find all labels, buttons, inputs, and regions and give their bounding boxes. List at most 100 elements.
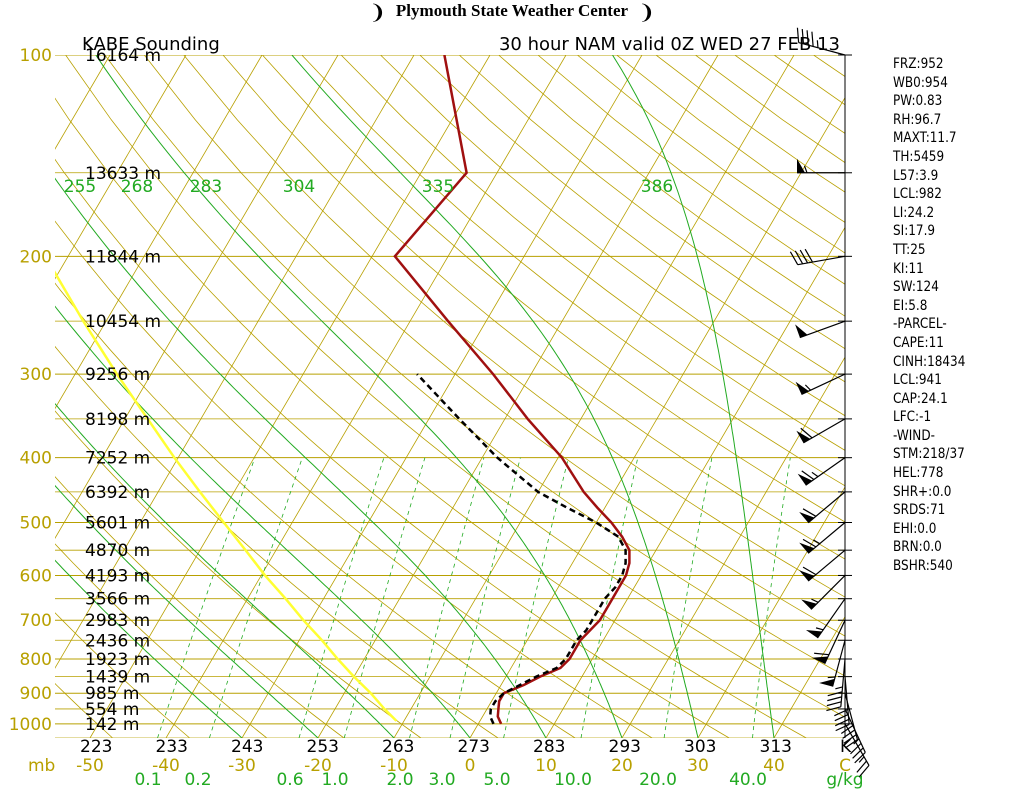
temperature-tick-label: 20 [611,756,633,776]
header-title: Plymouth State Weather Center [395,1,629,20]
theta-tick-label: 243 [231,737,263,757]
isotherm-line [165,55,567,738]
wind-barb-pennant [812,656,829,664]
wind-barb-half [804,384,811,391]
height-label: 5601 m [85,513,150,533]
theta-tick-label: 273 [458,737,490,757]
wind-barb [799,549,846,582]
moist-adiabat-line [291,55,699,738]
mixing-ratio-line [449,457,521,738]
wind-barb-staff [810,575,846,610]
thetae-label: 335 [422,177,454,197]
wind-barb-full [827,691,843,697]
sounding-title: KABE Sounding [82,34,220,55]
wind-barb-half [813,539,821,545]
pressure-label: 100 [20,46,52,66]
wind-barb-pennant [806,630,823,638]
wind-barb-full [840,724,854,735]
wind-barb-staff [797,255,846,266]
wind-barb-pennant [799,542,815,554]
wind-barb [795,320,846,339]
moist-adiabat-line [55,177,547,738]
sounding-index: CAP:24.1 [893,390,948,407]
sounding-index: EI:5.8 [893,297,928,314]
dry-adiabat-line [55,345,499,738]
sounding-index: SHR+:0.0 [893,483,952,500]
wind-barb [844,708,866,764]
pressure-label: 200 [20,247,52,267]
mixing-ratio-line [409,457,485,738]
thetae-label: 283 [190,177,222,197]
wind-barb-staff [805,457,846,486]
wind-barb-full [801,29,805,44]
isotherm-line [55,55,339,540]
wind-barb [797,158,845,174]
sounding-index: CAPE:11 [893,334,944,351]
temperature-tick-label: -50 [76,756,104,776]
isotherm-line [545,226,845,738]
mixing-ratio-tick-label: 20.0 [639,770,677,790]
dry-adiabat-line [55,282,576,738]
wind-barb-full [789,251,799,265]
isotherm-line [317,55,719,738]
right-logo-symbol: ❩ [638,0,655,24]
wind-barb-pennant [795,324,808,338]
wind-barb-full [800,427,813,439]
wind-barb-full [843,734,857,744]
mixing-ratio-tick-label: 40.0 [729,770,767,790]
height-label: 1923 m [85,650,150,670]
sounding-index: FRZ:952 [893,56,944,72]
height-label: 10454 m [85,312,161,332]
moist-adiabat-line [612,55,775,738]
sounding-index: TT:25 [893,241,926,258]
pressure-unit-label: mb [28,756,55,776]
isotherm-line [55,55,415,669]
sounding-subtitle: 30 hour NAM valid 0Z WED 27 FEB 13 [499,34,840,55]
wind-barb-full [811,31,814,47]
dry-adiabat-line [55,476,345,738]
isotherm-line [697,486,845,738]
wind-barb [826,658,846,712]
height-label: 9256 m [85,365,150,385]
sounding-index: HEL:778 [893,465,944,482]
theta-tick-label: 233 [156,737,188,757]
moist-adiabat-line [55,484,319,738]
wind-barb-staff [799,320,846,339]
dry-adiabat-line [55,97,807,738]
sounding-index: LCL:982 [893,186,942,203]
wind-barb-staff [840,658,846,707]
height-label: 4193 m [85,566,150,586]
wind-barb-full [814,652,829,656]
sounding-index: STM:218/37 [893,446,965,463]
height-label: 3566 m [85,590,150,610]
sounding-index: BRN:0.0 [893,539,942,556]
height-label: 2436 m [85,631,150,651]
wind-barb-full [856,760,867,773]
left-logo-symbol: ❩ [369,0,386,24]
wind-barb-full [834,713,849,722]
sounding-index: SRDS:71 [893,502,946,519]
wind-barb-full [804,248,814,263]
pressure-label: 800 [20,650,52,670]
sounding-index: -PARCEL- [893,316,947,333]
theta-tick-label: 293 [609,737,641,757]
height-label: 7252 m [85,449,150,469]
mixing-ratio-line [580,457,639,738]
mixing-ratio-tick-label: 1.0 [321,770,348,790]
height-label: 16164 m [85,46,161,66]
wind-barb-half [815,627,824,631]
mixing-ratio-line [298,457,385,738]
sounding-index: SI:17.9 [893,223,936,240]
wind-barb [844,723,870,778]
wind-barb [789,248,846,266]
dry-adiabat-line [104,55,845,677]
wind-barb-half [811,598,819,603]
dewpoint-profile-line [416,373,627,725]
moist-adiabat-line [55,403,395,738]
wind-barb [796,418,846,444]
wind-barb-full [852,747,864,759]
thetae-label: 304 [283,177,315,197]
theta-tick-label: 253 [307,737,339,757]
isotherm-line [621,356,845,738]
